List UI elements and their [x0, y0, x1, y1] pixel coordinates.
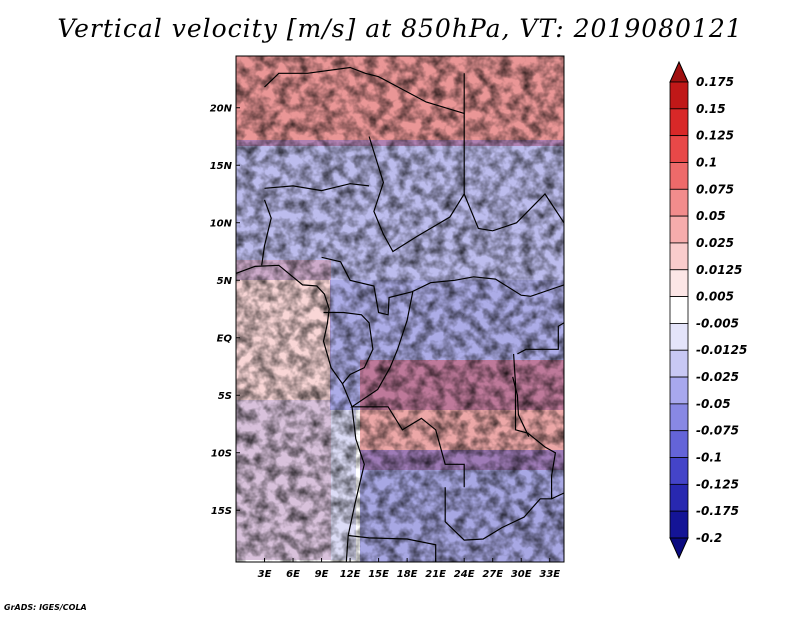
colorbar-box: [669, 135, 689, 163]
border-niger-nigeria: [264, 183, 370, 192]
colorbar-box: [669, 269, 689, 297]
colorbar-box: [669, 483, 689, 512]
country-borders: [236, 66, 564, 562]
colorbar-box: [669, 242, 689, 271]
y-tick-label: 5N: [217, 276, 233, 287]
colorbar-box: [669, 323, 689, 351]
colorbar-label: 0.0125: [696, 263, 742, 277]
coastline-west: [236, 264, 365, 562]
x-tick-label: 30E: [511, 569, 532, 580]
x-tick-label: 15E: [368, 569, 389, 580]
x-tick-label: 12E: [340, 569, 361, 580]
border-uganda: [517, 322, 564, 355]
colorbar-box: [669, 510, 689, 539]
border-cameroon: [321, 256, 564, 316]
colorbar-box: [669, 215, 689, 244]
colorbar-label: 0.005: [696, 290, 734, 304]
colorbar-box: [669, 349, 689, 378]
x-tick-label: 24E: [454, 569, 475, 580]
border-gabon-congo: [323, 311, 374, 385]
colorbar-label: -0.125: [696, 477, 739, 491]
border-chad: [368, 113, 465, 253]
colorbar-box: [669, 457, 689, 485]
colorbar-label: -0.005: [696, 316, 739, 330]
colorbar-label: -0.175: [696, 504, 739, 518]
x-tick-label: 9E: [315, 569, 329, 580]
colorbar-bottom-arrow: [669, 537, 689, 560]
colorbar-label: 0.05: [696, 209, 726, 223]
border-nigeria-cameroon: [261, 199, 272, 266]
colorbar-box: [669, 162, 689, 190]
y-tick-label: 5S: [218, 391, 232, 402]
colorbar-box: [669, 430, 689, 458]
border-east: [513, 353, 557, 499]
colorbar-box: [669, 296, 689, 324]
colorbar-label: 0.15: [696, 102, 726, 116]
colorbar-label: -0.0125: [696, 343, 747, 357]
vertical-velocity-field: [236, 56, 564, 562]
grads-credit: GrADS: IGES/COLA: [4, 603, 87, 612]
border-drc-west: [350, 291, 465, 488]
y-tick-label: 15S: [211, 506, 232, 517]
x-tick-label: 27E: [482, 569, 503, 580]
colorbar-label: -0.2: [696, 531, 722, 545]
colorbar-label: -0.05: [696, 397, 731, 411]
y-tick-label: 10N: [210, 218, 233, 229]
colorbar-label: 0.125: [696, 129, 734, 143]
border-sahara: [264, 66, 465, 115]
colorbar-label: 0.075: [696, 182, 734, 196]
y-tick-label: 10S: [211, 448, 232, 459]
colorbar-label: -0.075: [696, 424, 739, 438]
map-frame: [235, 55, 565, 563]
colorbar-box: [669, 376, 689, 405]
x-tick-label: 6E: [286, 569, 300, 580]
x-tick-label: 18E: [397, 569, 418, 580]
colorbar-box: [669, 403, 689, 432]
border-sudan: [463, 193, 564, 232]
border-zambia: [444, 487, 564, 541]
colorbar-label: 0.1: [696, 155, 717, 169]
border-lake-tanganyika: [512, 376, 530, 437]
colorbar-label: 0.025: [696, 236, 734, 250]
colorbar-label: -0.1: [696, 451, 722, 465]
field-texture: [236, 56, 564, 562]
border-angola-namibia: [348, 534, 437, 562]
colorbar-box: [669, 81, 689, 110]
x-tick-label: 21E: [425, 569, 446, 580]
colorbar-label: 0.175: [696, 75, 734, 89]
colorbar: 0.175 0.15 0.125 0.1 0.075 0.05 0.025 0.0125 0.0…: [669, 60, 747, 560]
axis-ticks: 3E 6E 9E 12E 15E 18E 21E 24E 27E 30E 33E 20N 15N 10N 5…: [210, 103, 561, 580]
colorbar-box: [669, 108, 689, 137]
colorbar-box: [669, 188, 689, 217]
chart-title: Vertical velocity [m/s] at 850hPa, VT: 2…: [57, 14, 743, 43]
y-tick-label: 20N: [210, 103, 233, 114]
y-tick-label: 15N: [210, 161, 233, 172]
colorbar-label: -0.025: [696, 370, 739, 384]
x-tick-label: 3E: [258, 569, 272, 580]
colorbar-top-arrow: [669, 60, 689, 83]
x-tick-label: 33E: [539, 569, 560, 580]
y-tick-label: EQ: [217, 333, 233, 344]
